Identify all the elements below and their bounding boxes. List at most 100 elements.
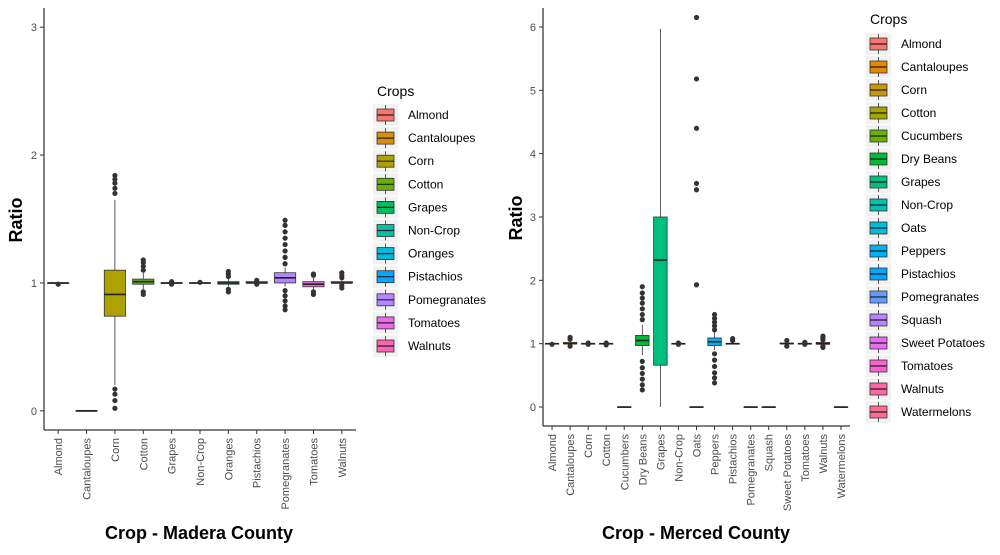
box-pistachios: [245, 277, 268, 287]
outlier-point: [282, 298, 288, 304]
outlier-point: [112, 397, 118, 404]
outlier-point: [282, 241, 288, 248]
legend-label: Corn: [408, 154, 434, 168]
x-tick-label: Dry Beans: [637, 434, 649, 486]
legend-item: Pomegranates: [866, 286, 979, 308]
x-tick-label: Cantaloupes: [82, 438, 94, 500]
legend-label: Walnuts: [408, 339, 451, 353]
y-tick-label: 1: [31, 278, 37, 290]
legend-item: Watermelons: [866, 401, 971, 423]
legend-label: Almond: [901, 37, 942, 51]
legend-label: Corn: [901, 83, 927, 97]
box-cotton: [132, 257, 155, 298]
y-tick-label: 3: [31, 22, 37, 34]
x-tick-label: Oranges: [223, 438, 235, 481]
x-tick-label: Cantaloupes: [565, 434, 577, 496]
outlier-point: [310, 271, 317, 277]
legend-label: Walnuts: [901, 382, 944, 396]
legend-item: Peppers: [866, 240, 946, 262]
x-tick-label: Tomatoes: [308, 438, 320, 486]
legend-item: Pistachios: [866, 263, 956, 285]
legend-item: Cantaloupes: [866, 56, 968, 78]
y-tick-label: 0: [530, 402, 536, 414]
x-tick-label: Grapes: [655, 434, 667, 471]
box-body: [103, 269, 126, 317]
outlier-point: [711, 323, 718, 329]
outlier-point: [711, 370, 718, 376]
outlier-point: [730, 336, 736, 342]
outlier-point: [282, 248, 288, 254]
box-watermelons: [833, 406, 849, 408]
outlier-point: [820, 333, 826, 339]
box-oranges: [217, 268, 240, 295]
outlier-point: [711, 363, 718, 370]
legend-label: Almond: [408, 108, 449, 122]
outlier-point: [639, 387, 645, 393]
legend-item: Sweet Potatoes: [866, 332, 985, 354]
x-tick-label: Grapes: [167, 438, 179, 475]
outlier-point: [639, 317, 645, 323]
legend-item: Non-Crop: [373, 219, 460, 242]
outlier-point: [693, 76, 700, 82]
legend-item: Walnuts: [866, 378, 944, 400]
box-cantaloupes: [562, 334, 578, 349]
box-corn: [580, 340, 596, 347]
outlier-point: [711, 315, 718, 321]
x-tick-label: Almond: [53, 438, 65, 475]
box-sweet-potatoes: [779, 337, 794, 349]
legend-label: Pomegranates: [901, 290, 979, 304]
legend-item: Pistachios: [373, 265, 463, 288]
box-dry-beans: [635, 284, 650, 393]
outlier-point: [711, 375, 718, 381]
outlier-point: [282, 229, 288, 235]
outlier-point: [282, 261, 288, 267]
legend-item: Dry Beans: [866, 148, 957, 170]
legend-item: Cotton: [373, 173, 443, 196]
box-grapes: [160, 279, 183, 287]
outlier-point: [639, 300, 645, 306]
outlier-point: [112, 405, 118, 411]
x-tick-label: Cotton: [601, 434, 613, 466]
outlier-point: [639, 290, 645, 296]
outlier-point: [140, 291, 146, 298]
x-axis-title: Crop - Merced County: [602, 523, 790, 543]
outlier-point: [112, 176, 118, 182]
outlier-point: [112, 180, 118, 186]
legend-item: Cantaloupes: [373, 127, 475, 150]
outlier-point: [169, 281, 175, 287]
y-axis-title: Ratio: [6, 197, 26, 242]
x-tick-label: Corn: [110, 438, 122, 462]
box-oats: [689, 14, 704, 408]
box-tomatoes: [797, 339, 813, 347]
y-tick-label: 0: [31, 406, 37, 418]
x-tick-label: Walnuts: [818, 434, 830, 474]
outlier-point: [140, 257, 146, 263]
x-tick-label: Walnuts: [337, 438, 349, 478]
legend: Crops Almond Cantaloupes Corn Cotton Grapes No…: [373, 83, 486, 357]
outlier-point: [225, 289, 231, 295]
box-pistachios: [725, 336, 740, 345]
outlier-point: [603, 340, 609, 346]
outlier-point: [585, 340, 591, 346]
box-cotton: [599, 340, 614, 348]
outlier-point: [639, 358, 645, 364]
outlier-point: [282, 307, 288, 313]
outlier-point: [282, 303, 288, 309]
outlier-point: [282, 254, 288, 260]
legend-item: Pomegranates: [373, 288, 486, 311]
outlier-point: [693, 187, 700, 193]
legend-item: Corn: [373, 150, 434, 173]
outlier-point: [639, 295, 645, 301]
box-squash: [761, 406, 776, 408]
outlier-point: [339, 270, 345, 276]
outlier-point: [282, 235, 288, 241]
outlier-point: [282, 288, 288, 294]
outlier-point: [567, 334, 573, 340]
legend-label: Non-Crop: [901, 198, 953, 212]
outlier-point: [693, 180, 700, 187]
legend-item: Grapes: [373, 196, 447, 219]
y-tick-label: 4: [530, 149, 536, 161]
outlier-point: [310, 291, 317, 298]
legend-item: Oranges: [373, 242, 454, 265]
legend-label: Cucumbers: [901, 129, 962, 143]
